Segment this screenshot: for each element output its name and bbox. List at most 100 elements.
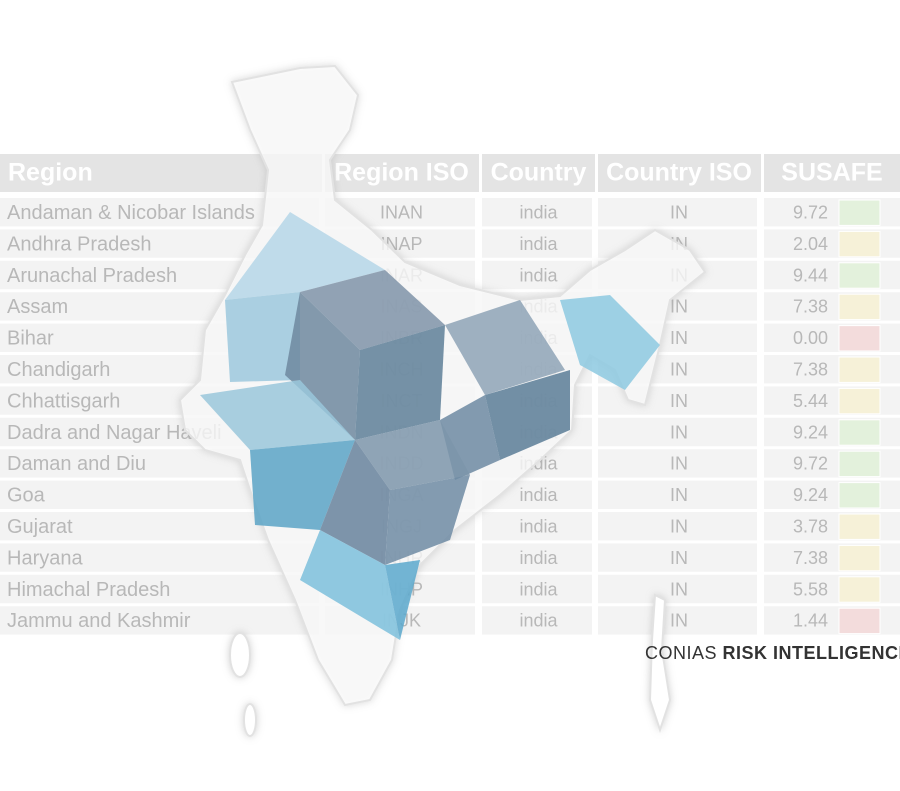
score: 7.38 (793, 548, 828, 568)
cube-face (485, 370, 570, 460)
header-cell: Country (491, 159, 587, 187)
cube-face (300, 530, 400, 640)
cell-text: india (519, 516, 558, 536)
status-swatch (838, 513, 881, 540)
cell-text: Jammu and Kashmir (7, 610, 191, 632)
cell-text: INAN (380, 202, 423, 222)
score: 1.44 (793, 611, 828, 631)
cell-text: IN (670, 454, 688, 474)
cube-face (225, 292, 300, 382)
cell-text: IN (670, 297, 688, 317)
score: 9.44 (793, 265, 828, 285)
cell-text: Andhra Pradesh (7, 233, 152, 255)
cell-text: Assam (7, 296, 68, 318)
cell-text: Bihar (7, 328, 54, 350)
status-swatch (838, 356, 881, 383)
cell-bg (0, 574, 319, 604)
brand: CONIAS RISK INTELLIGENCE (645, 643, 900, 663)
cell-bg (598, 480, 757, 509)
score: 7.38 (793, 359, 828, 379)
cell-text: IN (670, 579, 688, 599)
status-swatch (838, 544, 881, 572)
status-swatch (838, 450, 881, 478)
status-swatch (838, 293, 881, 321)
cell-bg (598, 198, 757, 227)
cell-bg (482, 574, 592, 604)
cube-face (355, 420, 470, 490)
cell-bg (482, 198, 592, 227)
cell-text: IN (670, 359, 688, 379)
cell-text: india (519, 202, 558, 222)
header-band (0, 154, 900, 192)
cell-bg (598, 417, 757, 447)
cube-face (200, 380, 355, 450)
cell-text: IN (670, 391, 688, 411)
cell-text: india (519, 579, 558, 599)
cell-text: IN (670, 611, 688, 631)
cell-bg (482, 512, 592, 541)
status-swatch (838, 607, 881, 635)
cell-bg (0, 606, 319, 635)
cell-bg (598, 543, 757, 572)
status-swatch (838, 387, 881, 415)
score: 9.24 (793, 485, 828, 505)
score: 7.38 (793, 297, 828, 317)
cell-text: Andaman & Nicobar Islands (7, 202, 255, 224)
cell-bg (598, 449, 757, 478)
score: 3.78 (793, 516, 828, 536)
cell-text: india (519, 611, 558, 631)
cell-text: IN (670, 202, 688, 222)
cell-text: india (519, 548, 558, 568)
status-swatch (838, 199, 881, 226)
cell-bg (482, 606, 592, 635)
score: 9.24 (793, 422, 828, 442)
status-swatch (838, 482, 881, 509)
cell-text: Haryana (7, 547, 83, 569)
score: 0.00 (793, 328, 828, 348)
cube-face (385, 560, 420, 640)
cube-face (225, 212, 385, 300)
cell-text: IN (670, 516, 688, 536)
header-divider (595, 154, 598, 192)
cell-text: Daman and Diu (7, 453, 146, 475)
cell-text: Goa (7, 485, 46, 507)
score: 2.04 (793, 234, 828, 254)
status-swatch (838, 576, 881, 603)
cube-face (355, 325, 445, 440)
island (229, 632, 251, 678)
cube-face (320, 440, 390, 565)
header-divider (479, 154, 482, 192)
cell-text: india (519, 265, 558, 285)
status-swatch (838, 262, 881, 289)
cell-text: india (519, 485, 558, 505)
cell-text: IN (670, 328, 688, 348)
header-cell: Region ISO (334, 159, 469, 187)
brand-name: CONIAS (645, 643, 717, 663)
score: 9.72 (793, 454, 828, 474)
brand-tagline: RISK INTELLIGENCE (723, 643, 900, 663)
cube-face (385, 475, 470, 565)
logo-cubes (200, 212, 660, 640)
header-cell: Region (8, 159, 93, 187)
cell-text: Dadra and Nagar Haveli (7, 422, 222, 444)
cell-text: india (519, 234, 558, 254)
cell-bg (482, 543, 592, 572)
island (243, 703, 257, 737)
cube-face (445, 300, 565, 395)
cell-text: IN (670, 422, 688, 442)
cube-face (285, 292, 360, 440)
cell-text: Chandigarh (7, 359, 110, 381)
island (648, 593, 672, 734)
cell-bg (0, 543, 319, 572)
cell-bg (598, 574, 757, 604)
cell-bg (598, 512, 757, 541)
cube-face (300, 270, 445, 350)
cell-bg (598, 606, 757, 635)
cell-text: IN (670, 485, 688, 505)
cell-bg (482, 229, 592, 258)
score: 9.72 (793, 202, 828, 222)
cell-text: Arunachal Pradesh (7, 265, 177, 287)
cell-text: Himachal Pradesh (7, 579, 170, 601)
header-cell: SUSAFE (781, 159, 882, 187)
